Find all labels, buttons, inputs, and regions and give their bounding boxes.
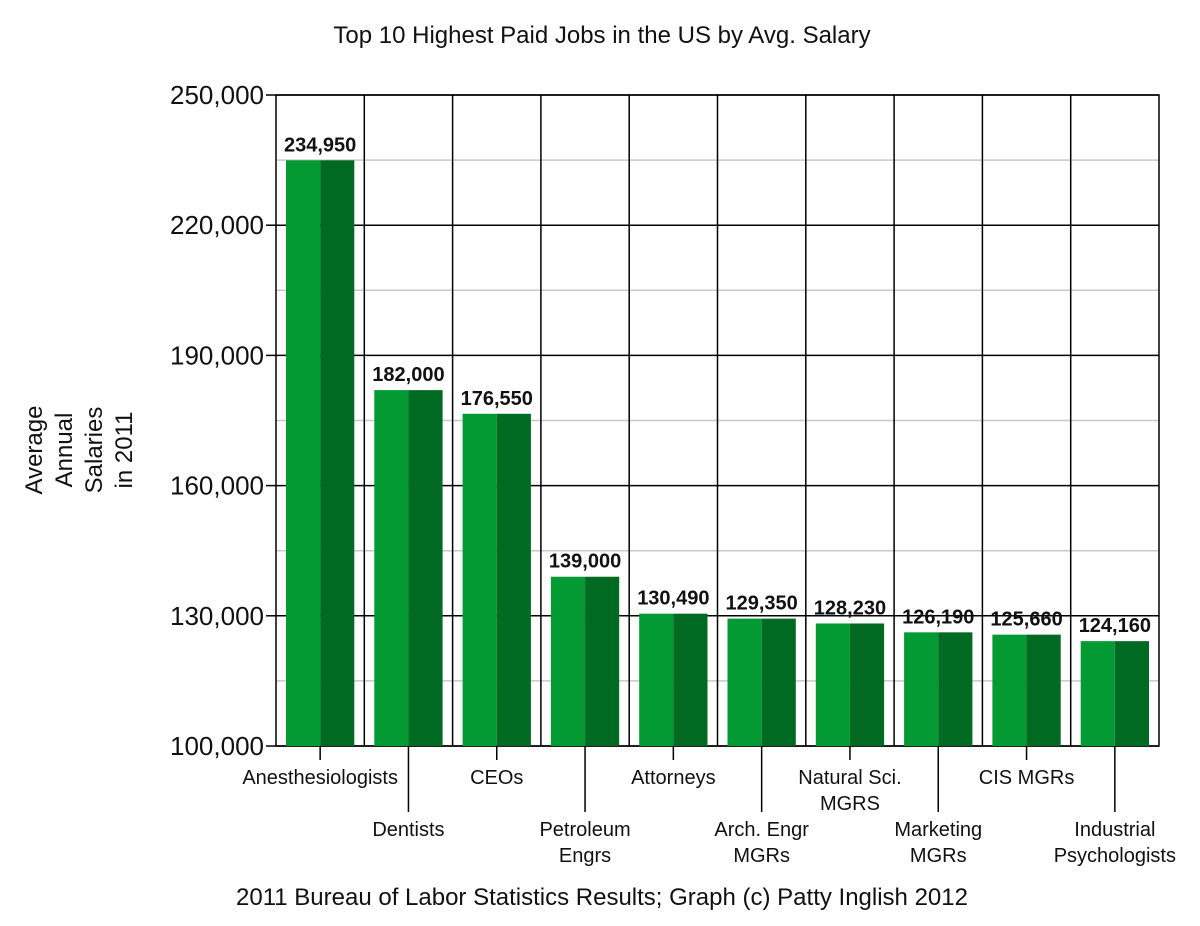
bar-shade bbox=[320, 160, 355, 746]
y-tick-label: 220,000 bbox=[170, 210, 264, 240]
bar bbox=[727, 618, 762, 746]
data-label: 128,230 bbox=[814, 597, 886, 619]
bar bbox=[374, 390, 409, 746]
y-tick-label: 100,000 bbox=[170, 731, 264, 761]
plot-frame bbox=[275, 94, 1160, 747]
bar bbox=[639, 613, 674, 746]
bar-shade bbox=[849, 623, 885, 746]
bar-shade bbox=[585, 576, 620, 746]
chart-title: Top 10 Highest Paid Jobs in the US by Av… bbox=[333, 22, 871, 49]
y-tick-label: 190,000 bbox=[170, 340, 264, 370]
y-tick-label: 160,000 bbox=[170, 471, 264, 501]
x-tick-label: Attorneys bbox=[631, 767, 715, 789]
bar bbox=[904, 632, 939, 746]
bar bbox=[1080, 641, 1115, 746]
bar bbox=[550, 576, 586, 746]
bar-shade bbox=[408, 390, 443, 746]
x-tick-label: Engrs bbox=[559, 845, 611, 867]
bar-shade bbox=[938, 632, 973, 746]
y-tick-label: 130,000 bbox=[170, 601, 264, 631]
x-tick-label: CIS MGRs bbox=[979, 767, 1075, 789]
bar bbox=[992, 634, 1027, 746]
data-label: 124,160 bbox=[1079, 615, 1151, 637]
data-label: 182,000 bbox=[372, 364, 444, 386]
data-label: 129,350 bbox=[726, 593, 798, 615]
x-tick-label: Marketing bbox=[894, 819, 982, 841]
x-tick-label: MGRs bbox=[910, 845, 967, 867]
x-tick-label: MGRs bbox=[733, 845, 790, 867]
bar-shade bbox=[1026, 634, 1061, 746]
bar bbox=[286, 160, 321, 746]
data-label: 130,490 bbox=[637, 588, 709, 610]
bar bbox=[815, 623, 850, 746]
x-tick-label: MGRS bbox=[820, 793, 880, 815]
data-label: 126,190 bbox=[902, 606, 974, 628]
bar-shade bbox=[496, 413, 531, 746]
x-tick-label: CEOs bbox=[470, 767, 523, 789]
x-tick-label: Dentists bbox=[372, 819, 444, 841]
y-tick-label: 250,000 bbox=[170, 80, 264, 110]
bar bbox=[462, 413, 497, 746]
x-tick-label: Psychologists bbox=[1054, 845, 1176, 867]
bar-shade bbox=[673, 613, 708, 746]
x-tick-label: Natural Sci. bbox=[798, 767, 901, 789]
chart-footer-source: 2011 Bureau of Labor Statistics Results;… bbox=[236, 884, 968, 911]
x-tick-label: Arch. Engr bbox=[714, 819, 809, 841]
x-tick-label: Petroleum bbox=[539, 819, 630, 841]
data-label: 139,000 bbox=[549, 551, 621, 573]
bar-shade bbox=[761, 618, 796, 746]
data-label: 176,550 bbox=[461, 388, 533, 410]
data-label: 125,660 bbox=[990, 609, 1062, 631]
x-tick-label: Industrial bbox=[1074, 819, 1155, 841]
bar-shade bbox=[1114, 641, 1149, 746]
x-tick-label: Anesthesiologists bbox=[242, 767, 398, 789]
data-label: 234,950 bbox=[284, 134, 356, 156]
